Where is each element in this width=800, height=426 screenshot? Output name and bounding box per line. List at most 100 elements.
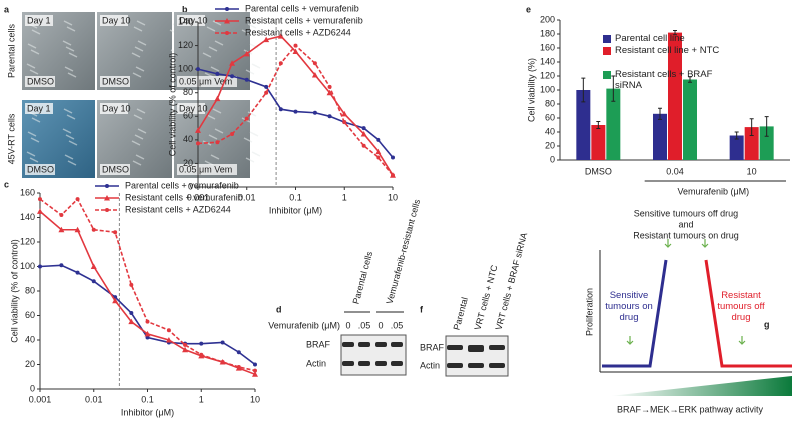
x-tick-label: 1 xyxy=(199,394,204,404)
error-bar xyxy=(658,107,662,120)
label-box xyxy=(177,103,205,114)
label-box xyxy=(177,164,237,175)
marker xyxy=(236,364,241,369)
bar xyxy=(591,125,606,160)
marker xyxy=(220,340,225,345)
marker xyxy=(196,141,200,146)
marker xyxy=(225,7,229,11)
legend-label: Parental cells + vemurafenib xyxy=(125,180,239,190)
arrow xyxy=(664,239,672,248)
marker xyxy=(104,195,110,201)
blot-row: BRAF xyxy=(420,342,445,352)
label-box xyxy=(100,164,130,175)
marker xyxy=(391,173,395,178)
y-tick-label: 60 xyxy=(545,112,555,122)
marker xyxy=(59,263,64,268)
cell-texture xyxy=(63,20,73,26)
marker xyxy=(214,95,221,102)
bar xyxy=(576,90,591,160)
y-tick-label: 60 xyxy=(183,111,193,121)
cell-texture xyxy=(131,140,141,146)
x-tick-label: 10 xyxy=(250,394,260,404)
label-box xyxy=(25,76,55,87)
lane: Parental xyxy=(452,296,470,331)
marker xyxy=(229,60,236,66)
band xyxy=(468,363,484,368)
cell-texture xyxy=(131,52,141,58)
cell-texture xyxy=(64,66,74,72)
cell-texture xyxy=(135,154,145,160)
marker xyxy=(230,74,235,79)
marker xyxy=(220,360,225,365)
lane-group: Parental cells xyxy=(351,250,375,305)
marker xyxy=(292,48,299,54)
panel-letter: e xyxy=(526,4,531,14)
marker xyxy=(75,270,80,275)
marker xyxy=(37,208,43,214)
cell-texture xyxy=(65,134,75,140)
legend-swatch xyxy=(603,47,611,55)
marker xyxy=(165,337,172,343)
cell-texture xyxy=(29,157,39,163)
marker xyxy=(311,72,318,78)
y-tick-label: 120 xyxy=(540,70,555,80)
x-tick-label: 10 xyxy=(747,166,757,176)
cell-texture xyxy=(134,46,144,52)
micrograph-condition: 0.05 μm Vem xyxy=(179,76,232,86)
micrograph-condition: DMSO xyxy=(27,164,54,174)
label-box xyxy=(25,15,53,26)
label-box xyxy=(177,15,205,26)
label-box xyxy=(100,15,128,26)
cell-texture xyxy=(26,151,36,157)
band xyxy=(358,361,370,366)
activity-wedge xyxy=(610,376,792,396)
cell-texture xyxy=(206,26,216,32)
band xyxy=(447,345,463,350)
bar xyxy=(759,126,774,160)
marker xyxy=(360,130,367,137)
marker xyxy=(252,371,258,377)
blot-row: BRAF xyxy=(306,339,331,349)
marker xyxy=(277,33,284,39)
cell-texture xyxy=(249,131,259,137)
marker xyxy=(128,318,135,325)
cell-texture xyxy=(30,137,40,143)
cell-texture xyxy=(132,160,142,166)
marker xyxy=(215,71,220,76)
panel-letter: c xyxy=(4,179,9,189)
y-tick-label: 180 xyxy=(540,28,555,38)
marker xyxy=(224,18,230,24)
error-bar xyxy=(673,30,677,36)
marker xyxy=(391,155,395,160)
band xyxy=(375,342,387,347)
marker xyxy=(166,328,171,333)
right-label: Resistant tumours off drug xyxy=(717,290,765,323)
y-tick-label: 20 xyxy=(545,140,555,150)
marker xyxy=(376,137,381,142)
cell-texture xyxy=(63,108,73,114)
top-label: Resistant tumours on drug xyxy=(633,230,739,240)
bar xyxy=(653,113,667,160)
marker xyxy=(264,84,269,89)
y-tick-label: 20 xyxy=(25,359,35,369)
cell-texture xyxy=(137,40,147,46)
marker xyxy=(230,131,235,136)
error-bar xyxy=(749,118,754,136)
y-tick-label: 120 xyxy=(178,40,193,50)
marker xyxy=(91,227,96,232)
label-box xyxy=(25,103,53,114)
panel-letter: f xyxy=(420,304,424,314)
bar xyxy=(744,127,759,160)
marker xyxy=(312,110,317,115)
cell-texture xyxy=(30,49,40,55)
lane: VRT cells + BRAF siRNA xyxy=(494,232,530,332)
x-tick-label: 0.1 xyxy=(289,192,302,202)
y-tick-label: 140 xyxy=(20,212,35,222)
error-bar xyxy=(581,77,586,103)
top-label: and xyxy=(678,219,693,229)
g-x-title: BRAF→MEK→ERK pathway activity xyxy=(617,404,764,414)
cell-texture xyxy=(212,20,222,26)
legend-label: Resistant cells + AZD6244 xyxy=(245,27,351,37)
y-axis-title: Cell viability (% of control) xyxy=(167,53,177,157)
